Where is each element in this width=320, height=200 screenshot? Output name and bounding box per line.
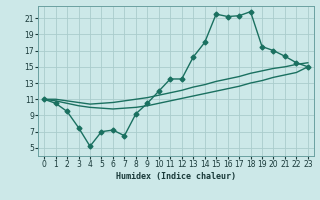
X-axis label: Humidex (Indice chaleur): Humidex (Indice chaleur) — [116, 172, 236, 181]
